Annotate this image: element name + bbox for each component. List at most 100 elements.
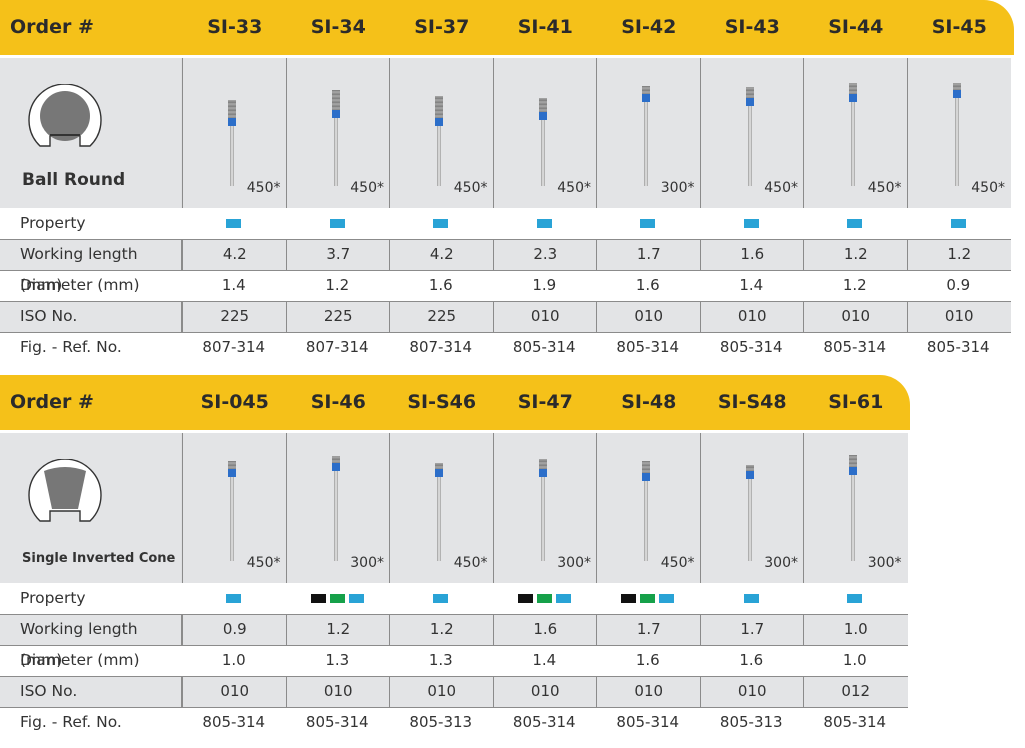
bur-image: 450* bbox=[285, 58, 390, 208]
bur-image: 300* bbox=[803, 433, 908, 583]
cell-value: 1.6 bbox=[428, 276, 453, 294]
property-blue-marker bbox=[433, 594, 449, 603]
order-number: SI-48 bbox=[621, 391, 677, 413]
cell-value: 1.2 bbox=[906, 239, 1012, 270]
property-blue-marker bbox=[329, 219, 345, 228]
order-label: Order # bbox=[10, 16, 94, 38]
cell-value bbox=[389, 208, 493, 239]
order-number: SI-34 bbox=[310, 16, 366, 38]
row-divider bbox=[0, 301, 1011, 302]
table-single-inverted-cone: Order # SI-045 SI-46 SI-S46 SI-47 SI-48 SI-S48… bbox=[0, 375, 1025, 748]
bur-image: 450* bbox=[492, 58, 597, 208]
bur-drawing bbox=[849, 455, 857, 561]
cell-value: 0.9 bbox=[182, 614, 287, 645]
cell-value: 1.2 bbox=[389, 614, 494, 645]
bur-drawing bbox=[538, 459, 547, 561]
speed-rating: 450* bbox=[764, 180, 798, 196]
row-divider bbox=[0, 707, 908, 708]
cell-value: 225 bbox=[182, 301, 287, 332]
bur-drawing bbox=[849, 83, 857, 186]
cell-value: 0.9 bbox=[946, 276, 971, 294]
shape-cell: Single Inverted Cone bbox=[0, 433, 181, 583]
cell-value: 1.2 bbox=[325, 276, 350, 294]
row-iso: ISO No. 010 010 010 010 010 010 012 bbox=[0, 676, 908, 707]
cell-value bbox=[596, 208, 700, 239]
cell-value: 012 bbox=[803, 676, 908, 707]
shape-name: Single Inverted Cone bbox=[22, 551, 176, 566]
bur-image: 300* bbox=[596, 58, 701, 208]
bur-drawing bbox=[331, 456, 340, 561]
bur-image: 450* bbox=[389, 433, 494, 583]
bur-image: 300* bbox=[285, 433, 390, 583]
cell-value: 805-314 bbox=[512, 338, 576, 356]
cell-value: 1.4 bbox=[739, 276, 764, 294]
property-black-marker bbox=[517, 594, 533, 603]
row-diameter: Diameter (mm) 1.0 1.3 1.3 1.4 1.6 1.6 1.0 bbox=[0, 645, 908, 676]
row-divider bbox=[0, 332, 1011, 333]
row-property: Property bbox=[0, 583, 908, 614]
cell-value bbox=[182, 583, 286, 614]
row-divider bbox=[0, 676, 908, 677]
cell-value: 1.7 bbox=[596, 614, 701, 645]
cell-value: 225 bbox=[285, 301, 391, 332]
bur-drawing bbox=[745, 87, 754, 186]
order-number: SI-42 bbox=[621, 16, 677, 38]
property-blue-marker bbox=[743, 219, 759, 228]
cell-value: 1.4 bbox=[532, 651, 557, 669]
bur-drawing bbox=[228, 100, 236, 186]
bur-drawing bbox=[642, 86, 650, 186]
order-label: Order # bbox=[10, 391, 94, 413]
cell-value: 1.2 bbox=[842, 276, 867, 294]
property-blue-marker bbox=[226, 219, 242, 228]
order-number: SI-41 bbox=[517, 16, 573, 38]
cell-value: 1.2 bbox=[285, 614, 391, 645]
row-property: Property bbox=[0, 208, 1011, 239]
speed-rating: 450* bbox=[246, 555, 281, 571]
speed-rating: 450* bbox=[246, 180, 281, 196]
row-label: Working length (mm) bbox=[0, 614, 182, 669]
speed-rating: 450* bbox=[971, 180, 1005, 196]
row-label: Diameter (mm) bbox=[20, 651, 140, 669]
row-divider bbox=[0, 239, 1011, 240]
bur-image: 300* bbox=[492, 433, 597, 583]
shape-cell: Ball Round bbox=[0, 58, 181, 208]
bur-image: 450* bbox=[699, 58, 804, 208]
cell-value: 807-314 bbox=[305, 338, 369, 356]
row-iso: ISO No. 225 225 225 010 010 010 010 010 bbox=[0, 301, 1011, 332]
row-label: Property bbox=[20, 214, 86, 232]
cell-value: 1.6 bbox=[492, 614, 598, 645]
cell-value: 805-314 bbox=[926, 338, 990, 356]
row-divider bbox=[0, 645, 908, 646]
bur-drawing bbox=[331, 90, 340, 186]
cell-value: 010 bbox=[803, 301, 908, 332]
cell-value: 010 bbox=[596, 676, 701, 707]
order-number: SI-47 bbox=[517, 391, 573, 413]
cell-value: 805-314 bbox=[616, 338, 680, 356]
bur-drawing bbox=[435, 463, 443, 561]
speed-rating: 300* bbox=[764, 555, 798, 571]
order-number: SI-S46 bbox=[407, 391, 477, 413]
table-ball-round: Order # SI-33 SI-34 SI-37 SI-41 SI-42 SI-43 SI-… bbox=[0, 0, 1025, 370]
row-diameter: Diameter (mm) 1.4 1.2 1.6 1.9 1.6 1.4 1.2 0.9 bbox=[0, 270, 1011, 301]
row-ref: Fig. - Ref. No. 805-314 805-314 805-313 805-… bbox=[0, 707, 908, 738]
cell-value: 010 bbox=[699, 301, 805, 332]
cell-value: 010 bbox=[492, 676, 598, 707]
cell-value bbox=[700, 208, 804, 239]
property-blue-marker bbox=[847, 219, 863, 228]
cell-value: 1.6 bbox=[699, 239, 805, 270]
cell-value: 3.7 bbox=[285, 239, 391, 270]
cell-value bbox=[596, 583, 700, 614]
cell-value bbox=[803, 583, 907, 614]
speed-rating: 300* bbox=[867, 555, 902, 571]
cell-value: 1.0 bbox=[803, 614, 908, 645]
speed-rating: 450* bbox=[350, 180, 384, 196]
cell-value: 805-314 bbox=[202, 713, 266, 731]
cell-value bbox=[389, 583, 493, 614]
order-number: SI-44 bbox=[828, 16, 884, 38]
bur-image-row: Ball Round 450* 450* 450* 450* 300* 450* 450* 45… bbox=[0, 58, 1011, 208]
cell-value: 010 bbox=[285, 676, 391, 707]
row-divider bbox=[0, 614, 908, 615]
speed-rating: 450* bbox=[867, 180, 902, 196]
cell-value: 010 bbox=[596, 301, 701, 332]
cell-value: 805-314 bbox=[305, 713, 369, 731]
